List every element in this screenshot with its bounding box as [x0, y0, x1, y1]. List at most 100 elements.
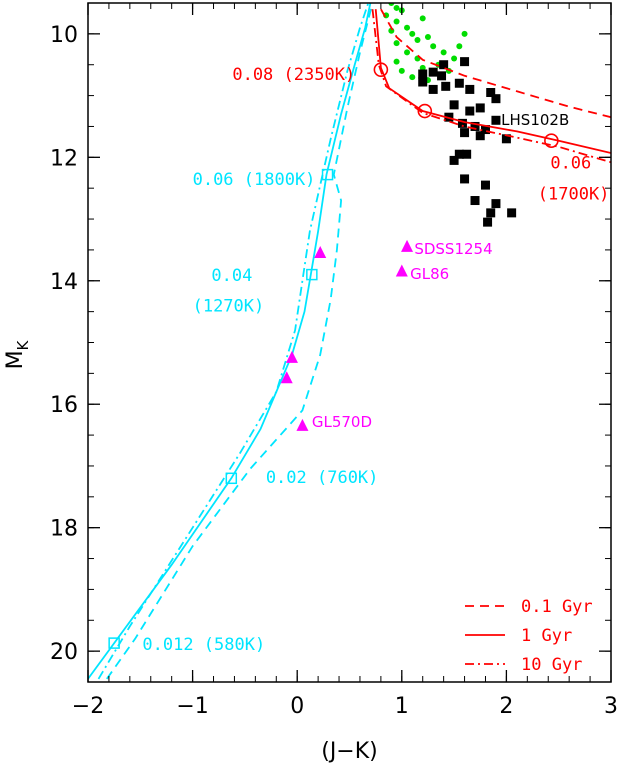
black-data-point: [439, 60, 449, 70]
y-tick-label: 14: [50, 270, 78, 295]
red-track-solid: [374, 9, 611, 154]
annotation-label: 0.02 (760K): [266, 468, 379, 488]
black-data-point: [437, 71, 447, 81]
green-data-point: [461, 30, 468, 37]
annotation-label: GL570D: [312, 413, 372, 431]
green-data-point: [419, 15, 426, 22]
x-tick-label: 1: [395, 694, 409, 719]
cyan-mass-marker: [225, 472, 238, 485]
green-data-point: [393, 58, 400, 65]
legend: 0.1 Gyr 1 Gyr 10 Gyr: [465, 597, 593, 675]
x-tick-label: 2: [499, 694, 513, 719]
cyan-track-dashdot: [97, 3, 370, 680]
red-mass-marker: [373, 62, 389, 77]
green-data-point: [393, 4, 400, 11]
green-data-point: [419, 64, 426, 71]
annotation-label: GL86: [410, 265, 449, 283]
axes-ticks: [87, 2, 612, 683]
legend-label: 10 Gyr: [521, 655, 582, 675]
magenta-triangle-point: [280, 371, 293, 384]
y-tick-label: 10: [50, 23, 78, 48]
green-data-point: [424, 33, 431, 40]
annotation-label: 0.04: [211, 266, 252, 286]
black-data-point: [418, 69, 428, 79]
y-tick-label: 16: [50, 393, 78, 418]
black-data-point: [501, 134, 511, 144]
black-data-point: [460, 174, 470, 184]
black-data-point: [428, 67, 438, 77]
annotation-label: LHS102B: [501, 111, 569, 129]
y-tick-label: 12: [50, 146, 78, 171]
green-data-point: [404, 24, 411, 31]
black-data-point: [480, 125, 490, 135]
black-data-point: [460, 57, 470, 67]
black-data-point: [475, 131, 485, 141]
legend-label: 1 Gyr: [521, 626, 572, 646]
black-data-point: [491, 115, 501, 125]
green-data-point: [414, 37, 421, 44]
black-data-point: [449, 155, 459, 165]
red-track-dashed: [380, 8, 611, 119]
cyan-track-solid: [88, 3, 372, 680]
annotation-label: (1270K): [193, 297, 265, 317]
green-data-point: [393, 18, 400, 25]
green-data-point: [440, 49, 447, 56]
black-data-point: [491, 199, 501, 209]
black-data-point: [486, 208, 496, 218]
black-data-point: [428, 84, 438, 94]
black-data-point: [470, 121, 480, 131]
black-data-point: [480, 180, 490, 190]
y-axis-title: MK: [3, 339, 32, 369]
black-data-point: [507, 208, 517, 218]
y-axis-title-subscript: K: [14, 339, 32, 350]
black-data-point: [491, 94, 501, 104]
annotation-label: 0.06 (1800K): [193, 170, 316, 190]
red-mass-marker: [417, 103, 433, 119]
x-tick-label: 3: [604, 694, 618, 719]
annotations: 0.08 (2350K) LHS102B 0.06 (1700K) 0.06 (1800…: [142, 65, 609, 655]
red-mass-marker: [544, 133, 559, 148]
green-data-point: [404, 49, 411, 56]
black-data-point: [462, 149, 472, 159]
green-data-point: [409, 30, 416, 37]
plot-frame: [87, 2, 612, 683]
x-tick-label: −1: [176, 694, 208, 719]
black-data-point: [460, 128, 470, 138]
annotation-label: 0.012 (580K): [142, 635, 265, 655]
green-data-point: [456, 43, 463, 50]
red-track-dashdot: [371, 9, 611, 164]
green-data-point: [398, 67, 405, 74]
magenta-triangle-point: [401, 239, 414, 252]
legend-label: 0.1 Gyr: [521, 597, 593, 617]
annotation-label: 0.08 (2350K): [232, 65, 355, 85]
green-data-point: [409, 74, 416, 81]
annotation-label: SDSS1254: [414, 240, 492, 258]
green-data-point: [451, 55, 458, 62]
magenta-triangle-point: [285, 350, 298, 363]
green-data-point: [430, 43, 437, 50]
black-data-point: [454, 149, 464, 159]
black-data-point: [483, 217, 493, 227]
cyan-mass-marker: [306, 268, 318, 281]
magenta-triangle-point: [314, 245, 327, 258]
plot-data-layer: [88, 3, 611, 680]
x-tick-label: −2: [72, 694, 104, 719]
black-data-point: [454, 78, 464, 88]
black-data-point: [486, 88, 496, 98]
cyan-mass-marker: [108, 637, 120, 649]
black-data-point: [418, 77, 428, 87]
cyan-mass-marker: [321, 168, 334, 181]
x-axis-title: (J−K): [321, 739, 378, 764]
black-data-point: [441, 81, 451, 91]
black-data-point: [449, 100, 459, 110]
annotation-label: 0.06: [550, 153, 591, 173]
x-tick-label: 0: [290, 694, 304, 719]
black-data-point: [470, 196, 480, 206]
annotation-label: (1700K): [538, 184, 610, 204]
green-data-point: [393, 40, 400, 47]
black-data-point: [457, 118, 467, 128]
magenta-triangle-point: [296, 418, 309, 431]
black-data-point: [465, 106, 475, 116]
